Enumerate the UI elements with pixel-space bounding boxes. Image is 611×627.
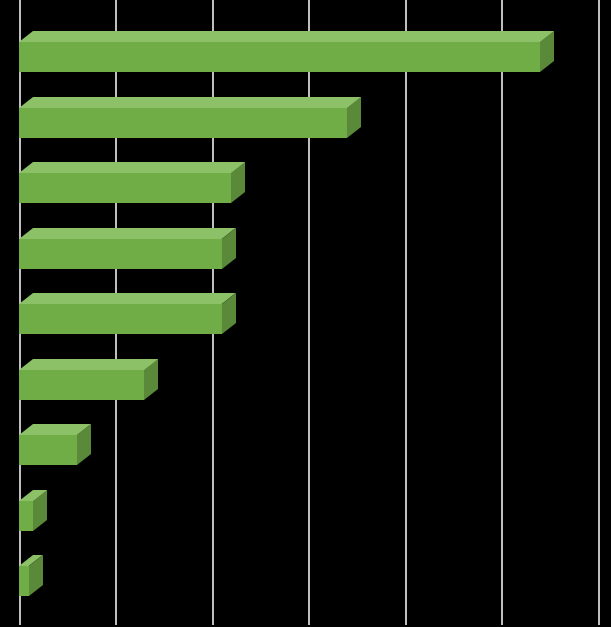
bar-front (19, 239, 222, 269)
bar-right (222, 293, 236, 334)
bar-3 (19, 228, 236, 269)
bar-2 (19, 162, 245, 203)
bar-right (347, 97, 361, 138)
bar-front (19, 501, 33, 531)
gridline-4 (405, 0, 407, 625)
bar-right (540, 31, 554, 72)
gridline-6 (598, 0, 600, 625)
bar-5 (19, 359, 158, 400)
bar-front (19, 566, 29, 596)
gridline-3 (308, 0, 310, 625)
gridline-5 (501, 0, 503, 625)
bar-1 (19, 97, 361, 138)
bar-0 (19, 31, 554, 72)
bar-right (29, 555, 43, 596)
bar-6 (19, 424, 91, 465)
bar-top (19, 359, 158, 370)
bar-front (19, 304, 222, 334)
bar-front (19, 173, 231, 203)
bar-front (19, 370, 144, 400)
bar-top (19, 31, 554, 42)
bar-front (19, 435, 77, 465)
bar-top (19, 228, 236, 239)
bar-top (19, 293, 236, 304)
bar-right (231, 162, 245, 203)
bar-8 (19, 555, 43, 596)
bar-4 (19, 293, 236, 334)
bar-top (19, 97, 361, 108)
bar-front (19, 42, 540, 72)
bar-chart (0, 0, 611, 627)
bar-right (77, 424, 91, 465)
bar-right (222, 228, 236, 269)
bar-7 (19, 490, 47, 531)
bar-front (19, 108, 347, 138)
bar-right (33, 490, 47, 531)
bar-right (144, 359, 158, 400)
bar-top (19, 162, 245, 173)
